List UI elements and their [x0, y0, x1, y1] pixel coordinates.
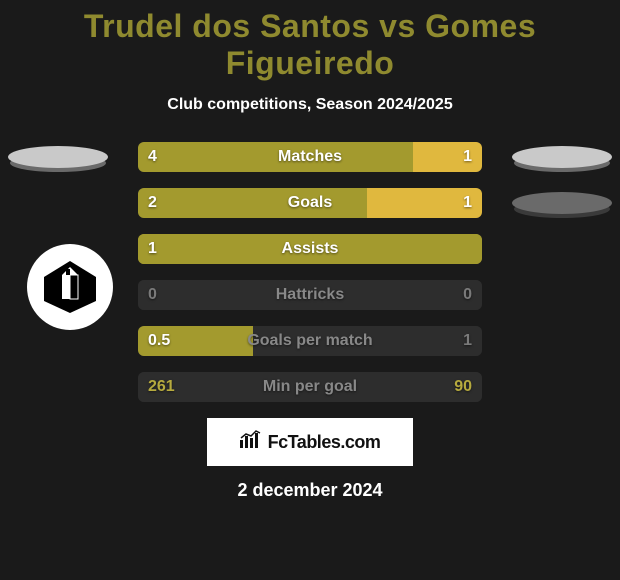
stats-container: 4 Matches 1 2 Goals 1 [0, 142, 620, 402]
stat-value-left: 1 [148, 240, 157, 258]
player-badge-left [8, 146, 108, 168]
subtitle: Club competitions, Season 2024/2025 [0, 96, 620, 114]
page-title: Trudel dos Santos vs Gomes Figueiredo [0, 0, 620, 82]
brand-box[interactable]: FcTables.com [207, 418, 413, 466]
stat-bar-right [253, 326, 482, 356]
stat-value-left: 0 [148, 286, 157, 304]
stat-value-left: 261 [148, 378, 175, 396]
stat-bar-track: 2 Goals 1 [138, 188, 482, 218]
stat-value-left: 2 [148, 194, 157, 212]
stat-bar-track: 1 Assists [138, 234, 482, 264]
stat-bar-left [138, 234, 482, 264]
stat-value-left: 0.5 [148, 332, 170, 350]
date-label: 2 december 2024 [0, 480, 620, 501]
chart-icon [240, 430, 262, 454]
stat-value-right: 1 [463, 194, 472, 212]
stat-row: 0.5 Goals per match 1 [0, 326, 620, 356]
stat-value-right: 1 [463, 148, 472, 166]
stat-value-right: 0 [463, 286, 472, 304]
stat-row: 4 Matches 1 [0, 142, 620, 172]
stat-bar-track: 0 Hattricks 0 [138, 280, 482, 310]
stat-value-left: 4 [148, 148, 157, 166]
stat-row: 2 Goals 1 [0, 188, 620, 218]
stat-bar-track: 4 Matches 1 [138, 142, 482, 172]
stat-bar-left [138, 372, 394, 402]
stat-row: 0 Hattricks 0 [0, 280, 620, 310]
player-badge-right [512, 146, 612, 168]
player-badge-right-2 [512, 192, 612, 214]
stat-value-right: 1 [463, 332, 472, 350]
stat-bar-track: 0.5 Goals per match 1 [138, 326, 482, 356]
stat-bar-left [138, 188, 367, 218]
stat-value-right: 90 [454, 378, 472, 396]
stat-bar-track: 261 Min per goal 90 [138, 372, 482, 402]
stat-row: 1 Assists [0, 234, 620, 264]
stat-bar-left [138, 280, 310, 310]
stat-row: 261 Min per goal 90 [0, 372, 620, 402]
stat-bar-right [310, 280, 482, 310]
brand-label: FcTables.com [268, 432, 381, 453]
stat-bar-left [138, 142, 413, 172]
